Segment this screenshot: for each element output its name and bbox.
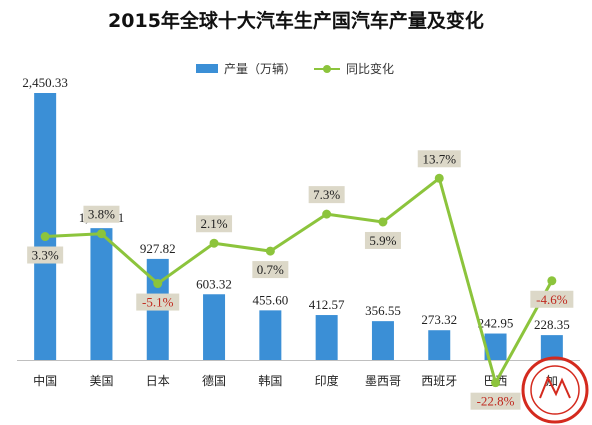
bar-6 xyxy=(371,321,394,360)
bar-value-label-0: 2,450.33 xyxy=(22,75,68,90)
legend-line-label: 同比变化 xyxy=(346,62,395,76)
yoy-point-2 xyxy=(153,279,163,289)
category-label-0: 中国 xyxy=(33,373,57,388)
category-label-1: 美国 xyxy=(89,374,113,388)
legend-item-bar: 产量（万辆） xyxy=(196,60,296,77)
yoy-line xyxy=(45,176,554,385)
yoy-point-4 xyxy=(265,246,275,256)
category-label-3: 德国 xyxy=(202,373,226,388)
bar-value-label-8: 242.95 xyxy=(478,316,514,331)
yoy-label-7: 13.7% xyxy=(422,151,456,166)
legend-item-line: 同比变化 xyxy=(314,60,394,77)
bar-value-label-4: 455.60 xyxy=(252,292,288,307)
legend: 产量（万辆） 同比变化 xyxy=(0,60,592,76)
yoy-label-3: 2.1% xyxy=(201,216,228,231)
yoy-label-5: 7.3% xyxy=(313,187,340,202)
yoy-label-bg-5 xyxy=(308,186,345,204)
bar-5 xyxy=(315,315,338,360)
yoy-point-3 xyxy=(209,238,219,248)
yoy-label-bg-1 xyxy=(83,205,120,223)
bar-value-label-3: 603.32 xyxy=(196,276,232,291)
bar-9 xyxy=(540,335,563,360)
bar-7 xyxy=(428,330,451,360)
yoy-label-0: 3.3% xyxy=(32,248,59,263)
bar-value-label-5: 412.57 xyxy=(309,297,345,312)
bar-3 xyxy=(203,294,226,360)
category-label-2: 日本 xyxy=(146,374,170,388)
yoy-label-1: 3.8% xyxy=(88,207,115,222)
yoy-label-8: -22.8% xyxy=(477,394,515,409)
yoy-label-bg-2 xyxy=(136,293,180,311)
yoy-point-9 xyxy=(547,276,557,286)
legend-line-swatch xyxy=(314,64,340,74)
watermark-seal-inner xyxy=(530,365,580,415)
yoy-label-6: 5.9% xyxy=(369,233,396,248)
bar-0 xyxy=(34,93,57,360)
bar-value-label-9: 228.35 xyxy=(534,317,570,332)
yoy-label-bg-4 xyxy=(252,261,289,279)
bar-value-label-2: 927.82 xyxy=(140,241,176,256)
bar-1 xyxy=(90,228,113,360)
yoy-label-bg-0 xyxy=(27,246,64,264)
yoy-label-4: 0.7% xyxy=(257,262,284,277)
yoy-point-8 xyxy=(491,378,501,388)
bar-value-label-7: 273.32 xyxy=(421,312,457,327)
yoy-label-bg-6 xyxy=(364,231,401,249)
category-label-7: 西班牙 xyxy=(421,374,457,388)
yoy-point-7 xyxy=(434,173,444,183)
yoy-label-2: -5.1% xyxy=(142,295,174,310)
watermark-seal-outer xyxy=(521,356,589,424)
category-label-6: 墨西哥 xyxy=(365,374,401,388)
yoy-point-6 xyxy=(378,217,388,227)
category-label-5: 印度 xyxy=(315,373,339,388)
legend-bar-swatch xyxy=(196,64,218,73)
bar-4 xyxy=(259,310,282,360)
bar-value-label-6: 356.55 xyxy=(365,303,401,318)
yoy-point-5 xyxy=(322,209,332,219)
legend-bar-label: 产量（万辆） xyxy=(224,62,297,76)
yoy-label-bg-7 xyxy=(417,150,461,168)
bar-8 xyxy=(484,333,507,360)
yoy-label-bg-3 xyxy=(196,215,233,233)
yoy-point-0 xyxy=(40,232,50,242)
yoy-label-bg-8 xyxy=(470,392,521,410)
watermark-seal-mark xyxy=(539,375,571,399)
yoy-point-1 xyxy=(96,229,106,239)
chart-title: 2015年全球十大汽车生产国汽车产量及变化 xyxy=(108,10,484,32)
yoy-label-bg-9 xyxy=(530,290,574,308)
yoy-label-9: -4.6% xyxy=(536,292,568,307)
category-label-4: 韩国 xyxy=(258,373,282,388)
